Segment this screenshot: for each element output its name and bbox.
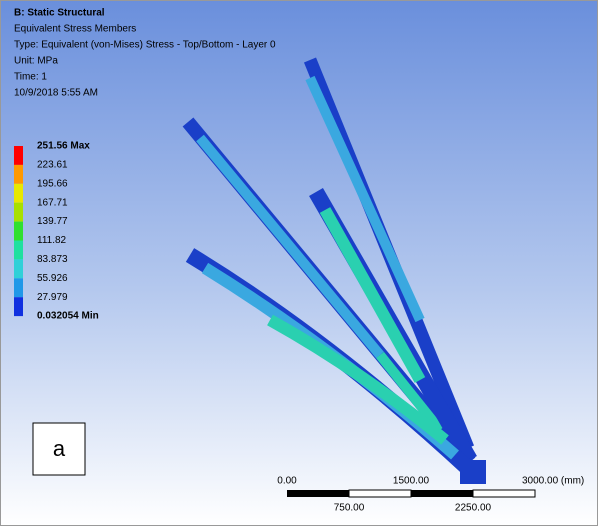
- legend-swatch: [14, 146, 23, 165]
- legend-label: 195.66: [37, 178, 68, 189]
- legend-swatch: [14, 222, 23, 241]
- support: [460, 460, 486, 484]
- header-line: Type: Equivalent (von-Mises) Stress - To…: [14, 40, 276, 51]
- legend-swatch: [14, 278, 23, 297]
- scale-label: 750.00: [334, 503, 365, 514]
- legend-swatch: [14, 203, 23, 222]
- header-line: Unit: MPa: [14, 56, 58, 67]
- panel-label: a: [53, 436, 66, 461]
- title: B: Static Structural: [14, 8, 105, 19]
- legend-swatch: [14, 165, 23, 184]
- legend-swatch: [14, 297, 23, 316]
- page: B: Static Structural Equivalent Stress M…: [0, 0, 598, 526]
- legend-swatch: [14, 259, 23, 278]
- scale-segment: [349, 490, 411, 497]
- legend-label: 167.71: [37, 197, 68, 208]
- scale-segment: [473, 490, 535, 497]
- legend-label: 251.56 Max: [37, 141, 90, 152]
- legend-label: 111.82: [37, 235, 67, 246]
- scale-segment: [287, 490, 349, 497]
- header-line: Equivalent Stress Members: [14, 24, 136, 35]
- legend-label: 55.926: [37, 273, 68, 284]
- scale-label: 1500.00: [393, 476, 430, 487]
- legend-label: 83.873: [37, 254, 68, 265]
- legend-swatch: [14, 241, 23, 260]
- legend-label: 223.61: [37, 160, 68, 171]
- header-line: 10/9/2018 5:55 AM: [14, 88, 98, 99]
- legend-swatch: [14, 184, 23, 203]
- scale-label: 3000.00 (mm): [522, 476, 584, 487]
- scale-segment: [411, 490, 473, 497]
- header-line: Time: 1: [14, 72, 47, 83]
- legend-label: 139.77: [37, 216, 68, 227]
- scale-label: 0.00: [277, 476, 297, 487]
- legend-label: 27.979: [37, 292, 68, 303]
- scale-label: 2250.00: [455, 503, 492, 514]
- legend-label: 0.032054 Min: [37, 311, 99, 322]
- screenshot: B: Static Structural Equivalent Stress M…: [0, 0, 598, 526]
